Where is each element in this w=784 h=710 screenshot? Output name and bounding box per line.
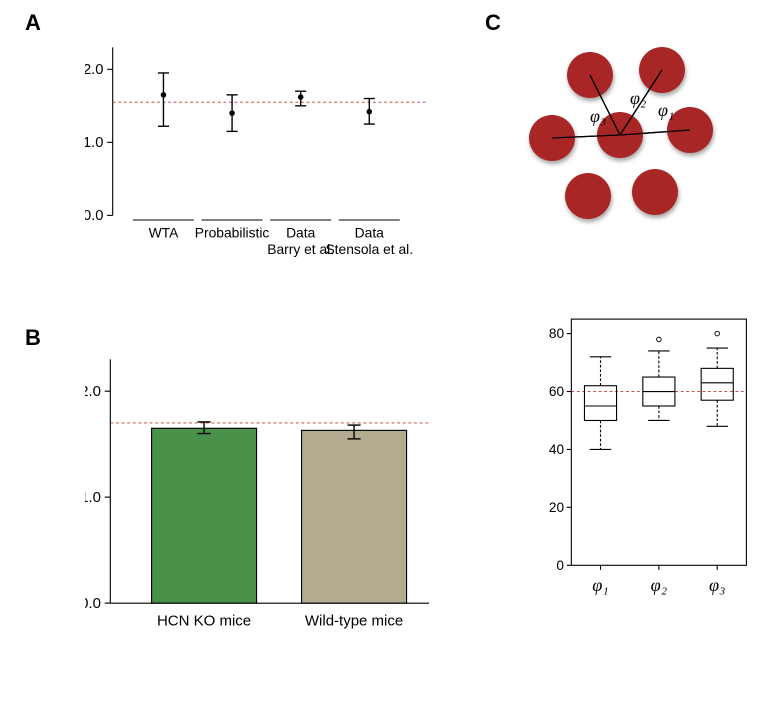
svg-text:φ₂: φ₂: [630, 88, 646, 108]
svg-text:HCN KO mice: HCN KO mice: [157, 613, 251, 630]
svg-text:Data: Data: [286, 225, 316, 241]
svg-text:WTA: WTA: [149, 225, 179, 241]
svg-text:0.0: 0.0: [85, 595, 101, 612]
svg-text:2.0: 2.0: [85, 62, 103, 78]
panel-b: 0.01.02.0spacing/ field ratioHCN KO mice…: [30, 330, 460, 670]
svg-text:60: 60: [549, 384, 565, 399]
svg-text:φ₂: φ₂: [651, 575, 667, 595]
panel-a: 0.01.02.0scaling ratioWTAProbabilisticDa…: [30, 10, 460, 300]
svg-text:φ₃: φ₃: [590, 106, 606, 126]
svg-text:0.0: 0.0: [85, 208, 103, 224]
panel-c-boxplot: 020406080Angles (degree)φ₁φ₂φ₃: [510, 300, 770, 680]
panel-c-hex: φ₁ φ₂ φ₃: [490, 20, 750, 230]
svg-text:Barry et al.: Barry et al.: [267, 241, 334, 257]
svg-text:80: 80: [549, 326, 565, 341]
svg-text:Stensola et al.: Stensola et al.: [325, 241, 413, 257]
svg-text:φ₃: φ₃: [709, 575, 725, 595]
boxplot-chart: 020406080Angles (degree)φ₁φ₂φ₃: [545, 310, 770, 620]
svg-text:40: 40: [549, 442, 565, 457]
panel-b-chart: 0.01.02.0spacing/ field ratioHCN KO mice…: [85, 350, 445, 650]
svg-text:0: 0: [556, 558, 564, 573]
svg-text:1.0: 1.0: [85, 489, 101, 506]
svg-text:Probabilistic: Probabilistic: [195, 225, 270, 241]
svg-text:φ₁: φ₁: [658, 100, 674, 120]
svg-text:20: 20: [549, 500, 565, 515]
svg-text:2.0: 2.0: [85, 383, 101, 400]
svg-text:1.0: 1.0: [85, 135, 103, 151]
svg-text:Data: Data: [355, 225, 385, 241]
svg-text:φ₁: φ₁: [592, 575, 608, 595]
svg-text:Wild-type mice: Wild-type mice: [305, 613, 403, 630]
panel-a-chart: 0.01.02.0scaling ratioWTAProbabilisticDa…: [85, 40, 445, 280]
hex-diagram: φ₁ φ₂ φ₃: [490, 20, 750, 230]
